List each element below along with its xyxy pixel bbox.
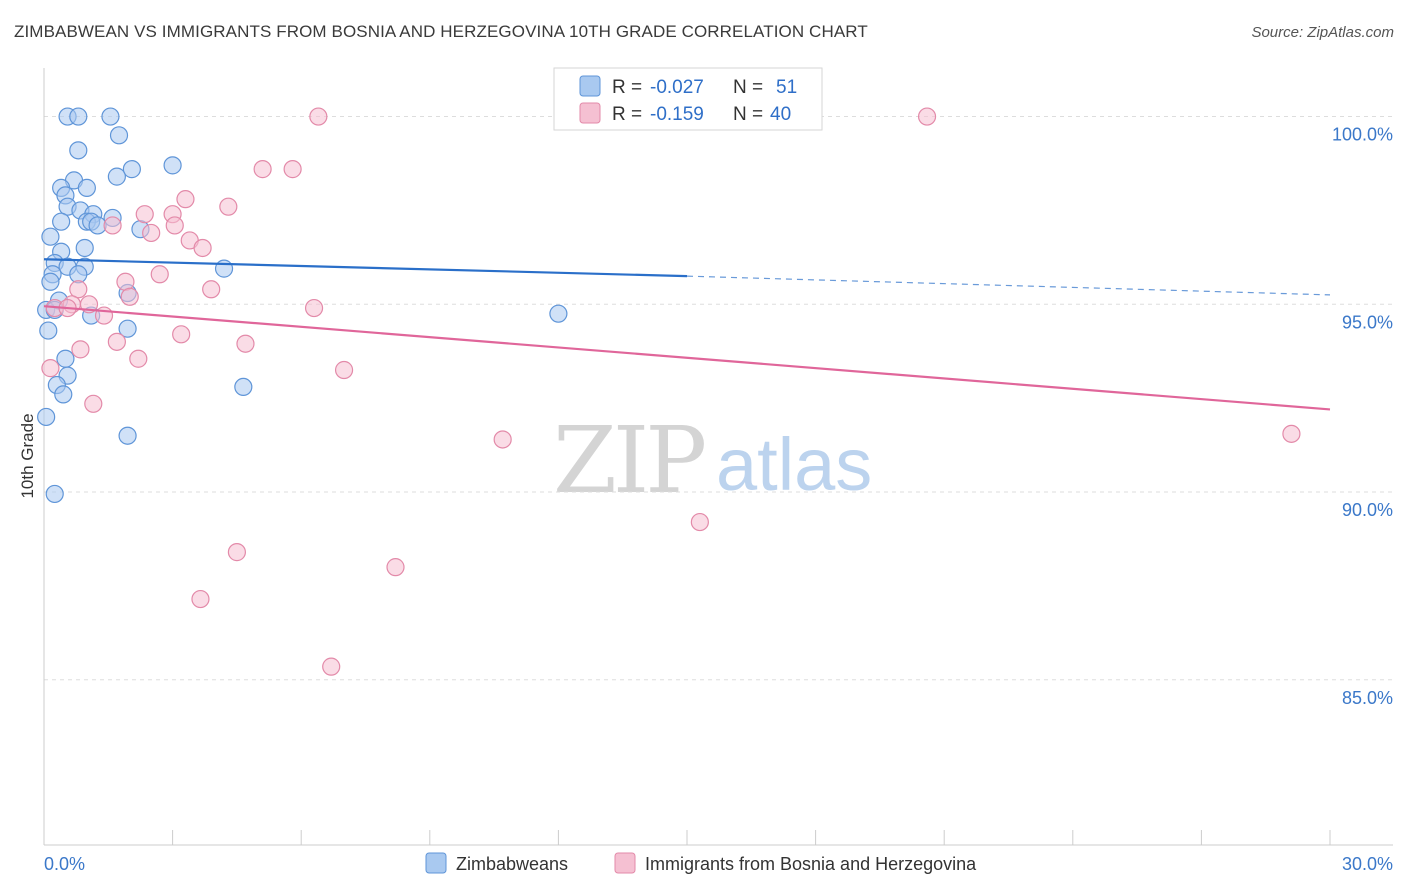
- legend-r-label-2: R =: [612, 104, 642, 125]
- legend-n-value-2: 40: [770, 104, 791, 125]
- legend-swatch-blue: [579, 75, 601, 97]
- bosnia-point-14: [116, 272, 135, 291]
- bosnia-point-32: [493, 430, 512, 449]
- zimbabwean-point-27: [214, 259, 234, 278]
- bosnia-point-12: [193, 238, 212, 258]
- legend-r-label-1: R =: [612, 77, 642, 98]
- chart-title: ZIMBABWEAN VS IMMIGRANTS FROM BOSNIA AND…: [14, 22, 868, 41]
- series-zimbabweans: [37, 107, 568, 504]
- zimbabwean-point-15: [52, 212, 71, 231]
- zimbabwean-point-4: [69, 141, 88, 160]
- bosnia-point-34: [690, 512, 709, 532]
- bosnia-point-30: [41, 359, 60, 378]
- source-label: Source: ZipAtlas.com: [1251, 24, 1394, 41]
- bosnia-point-10: [142, 223, 161, 243]
- x-tick-label-0: 0.0%: [44, 854, 85, 874]
- bosnia-point-4: [176, 190, 195, 209]
- bosnia-point-22: [304, 298, 324, 318]
- zimbabwean-point-42: [234, 377, 253, 397]
- bosnia-point-25: [107, 332, 126, 351]
- legend-r-value-2: -0.159: [650, 104, 704, 125]
- bosnia-point-17: [120, 287, 139, 306]
- bottom-legend: Zimbabweans Immigrants from Bosnia and H…: [425, 852, 977, 874]
- zimbabwean-point-43: [54, 385, 73, 404]
- y-axis-label: 10th Grade: [18, 413, 37, 498]
- bottom-legend-label-bosnia: Immigrants from Bosnia and Herzegovina: [645, 854, 977, 874]
- y-tick-label-95: 95.0%: [1342, 312, 1393, 332]
- bosnia-point-35: [227, 543, 246, 562]
- zimbabwean-point-3: [109, 126, 129, 145]
- y-tick-label-85: 85.0%: [1342, 688, 1393, 708]
- legend-n-label-2: N =: [733, 104, 763, 125]
- bosnia-point-3: [283, 160, 302, 179]
- bosnia-point-38: [322, 657, 341, 676]
- bosnia-point-29: [334, 360, 354, 380]
- y-tick-label-100: 100.0%: [1332, 125, 1393, 145]
- bosnia-point-8: [103, 216, 122, 235]
- bosnia-point-37: [191, 589, 210, 609]
- bosnia-point-24: [172, 325, 191, 344]
- zimbabwean-point-45: [118, 426, 137, 445]
- bosnia-point-31: [84, 394, 103, 413]
- legend-swatch-pink: [579, 102, 601, 124]
- bosnia-point-26: [236, 334, 255, 353]
- series-bosnia: [41, 107, 1301, 676]
- bosnia-point-9: [165, 216, 184, 235]
- correlation-legend: R = -0.027 N = 51 R = -0.159 N = 40: [553, 67, 823, 131]
- bosnia-point-6: [135, 205, 154, 224]
- zimbabwean-point-7: [107, 167, 126, 186]
- trend-line-bosnia: [43, 305, 1331, 411]
- bottom-legend-label-zimbabweans: Zimbabweans: [456, 854, 568, 874]
- zimbabwean-point-23: [75, 238, 94, 258]
- legend-n-label-1: N =: [733, 77, 763, 98]
- zimbabwean-point-6: [163, 156, 182, 175]
- zimbabwean-point-10: [77, 178, 96, 197]
- bosnia-point-13: [150, 265, 169, 284]
- bosnia-point-27: [71, 340, 90, 359]
- watermark: ZIP atlas: [553, 407, 872, 514]
- zimbabwean-point-39: [56, 349, 75, 368]
- bosnia-point-15: [69, 280, 88, 299]
- bottom-legend-swatch-bosnia: [614, 852, 636, 874]
- zimbabwean-point-30: [41, 272, 60, 291]
- x-ticks: [43, 830, 1331, 845]
- legend-n-value-1: 51: [776, 77, 797, 98]
- y-tick-label-90: 90.0%: [1342, 500, 1393, 520]
- watermark-zip: ZIP: [553, 407, 704, 514]
- zimbabwean-point-5: [122, 160, 141, 179]
- trend-line-zimbabweans-extension: [686, 275, 1331, 296]
- bosnia-point-36: [386, 558, 405, 577]
- zimbabwean-point-44: [37, 407, 56, 427]
- trend-line-zimbabweans: [43, 258, 688, 278]
- x-tick-label-30: 30.0%: [1342, 854, 1393, 874]
- zimbabwean-point-37: [118, 319, 137, 338]
- bosnia-point-28: [129, 349, 148, 368]
- trend-lines: [43, 258, 1331, 411]
- bosnia-point-1: [917, 107, 937, 126]
- bosnia-point-5: [219, 197, 238, 216]
- zimbabwean-point-38: [39, 321, 58, 340]
- axes: [43, 68, 1393, 846]
- watermark-atlas: atlas: [716, 423, 872, 506]
- zimbabwean-point-1: [69, 107, 88, 126]
- zimbabwean-point-2: [101, 107, 120, 126]
- bosnia-point-33: [1282, 424, 1301, 443]
- zimbabwean-point-21: [41, 227, 60, 246]
- bosnia-point-16: [202, 280, 221, 299]
- y-tick-labels: 100.0% 95.0% 90.0% 85.0%: [1332, 125, 1393, 708]
- bosnia-point-0: [309, 107, 328, 126]
- zimbabwean-point-46: [45, 484, 64, 504]
- legend-r-value-1: -0.027: [650, 77, 704, 98]
- zimbabwean-point-36: [549, 304, 568, 323]
- bottom-legend-swatch-zimbabweans: [425, 852, 447, 874]
- bosnia-point-2: [253, 160, 272, 179]
